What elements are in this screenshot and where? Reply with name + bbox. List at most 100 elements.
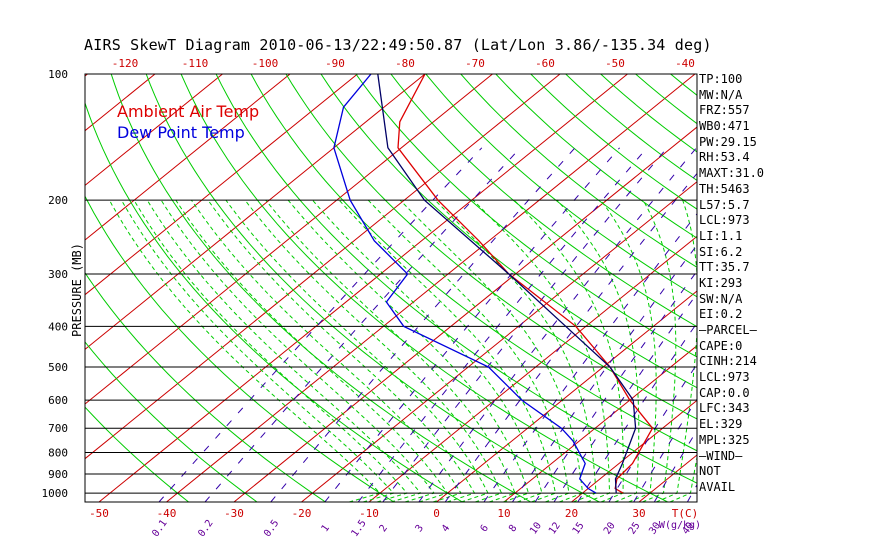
top-temp-tick-label: -60	[535, 57, 555, 70]
isotherm-line	[233, 126, 697, 502]
isotherm-line	[98, 74, 628, 502]
mixing-ratio-tick-label: 4	[440, 523, 452, 534]
moist-adiabat-line	[225, 199, 489, 502]
dry-adiabat-line	[495, 74, 697, 239]
index-item: MPL:325	[699, 432, 750, 447]
dry-adiabat-line	[530, 74, 697, 210]
index-item: TP:100	[699, 72, 743, 86]
dry-adiabat-line	[180, 74, 668, 502]
moist-adiabat-line	[244, 199, 503, 502]
index-item: LI:1.1	[699, 228, 743, 243]
pressure-tick-label: 800	[48, 447, 68, 460]
bottom-temp-tick-label: -20	[292, 507, 312, 520]
dry-adiabat-line	[85, 101, 463, 502]
pressure-tick-label: 100	[48, 68, 68, 81]
dry-adiabat-line	[320, 74, 697, 389]
dew-point-temp-line	[333, 74, 597, 494]
index-item: TH:5463	[699, 181, 750, 196]
mixing-ratio-tick-label: 2	[378, 523, 390, 534]
isotherm-line	[0, 74, 20, 502]
moist-adiabat-line	[556, 199, 640, 502]
moist-adiabat-line	[109, 199, 381, 502]
mixing-ratio-tick-label: 12	[547, 520, 563, 536]
mixing-ratio-line	[270, 147, 576, 502]
mixing-ratio-tick-label: 25	[627, 520, 643, 536]
moist-adiabat-line	[121, 199, 395, 502]
top-temp-tick-label: -110	[182, 57, 209, 70]
isotherm-line	[85, 74, 426, 350]
mixing-ratio-line	[483, 213, 697, 502]
dry-adiabat-line	[85, 195, 395, 502]
skewt-grid	[0, 74, 870, 502]
index-item: LCL:973	[699, 370, 750, 385]
index-item: AVAIL	[699, 479, 736, 494]
mixing-ratio-tick-label: 20	[602, 520, 618, 536]
index-item: —WIND—	[699, 448, 743, 463]
parcel-line	[377, 74, 637, 494]
mixing-ratio-line	[653, 429, 697, 502]
mixing-ratio-line	[204, 147, 521, 502]
mixing-ratio-line	[418, 147, 697, 502]
mixing-ratio-tick-label: 8	[507, 523, 519, 534]
pressure-tick-label: 500	[48, 361, 68, 374]
index-item: EI:0.2	[699, 307, 743, 322]
dry-adiabat-line	[215, 74, 697, 484]
dry-adiabat-line	[250, 74, 697, 452]
mixing-ratio-line	[158, 147, 483, 502]
dry-adiabat-line	[565, 74, 697, 182]
index-item: L57:5.7	[699, 197, 750, 212]
index-item: MW:N/A	[699, 87, 743, 102]
bottom-temp-tick-label: 0	[433, 507, 440, 520]
index-item: EL:329	[699, 417, 743, 432]
dry-adiabat-line	[85, 406, 189, 502]
moist-adiabat-line	[338, 199, 557, 502]
top-temp-tick-label: -50	[605, 57, 625, 70]
mixing-ratio-tick-label: 15	[571, 520, 587, 536]
moist-adiabat-line	[175, 199, 449, 502]
mixing-ratio-line	[553, 292, 697, 502]
pressure-tick-label: 200	[48, 194, 68, 207]
mixing-ratio-tick-label: 6	[479, 523, 491, 534]
dry-adiabat-line	[85, 341, 258, 502]
index-item: CAP:0.0	[699, 385, 750, 400]
index-item: FRZ:557	[699, 103, 750, 118]
plot-frame	[84, 73, 698, 503]
pressure-tick-label: 300	[48, 268, 68, 281]
index-item: MAXT:31.0	[699, 166, 765, 181]
pressure-tick-label: 400	[48, 320, 68, 333]
stability-indices: TP:100 MW:N/A FRZ:557 WB0:471 PW:29.15 RH:53.…	[699, 72, 764, 496]
mixing-ratio-tick-label: 0.2	[196, 518, 215, 539]
mixing-ratio-line	[577, 322, 697, 502]
index-item: —PARCEL—	[699, 323, 757, 337]
moist-adiabat-line	[207, 199, 476, 502]
index-item: RH:53.4	[699, 150, 750, 165]
dry-adiabat-line	[390, 74, 697, 328]
isotherm-line	[436, 290, 697, 502]
mixing-ratio-line	[382, 147, 668, 502]
profile-lines	[333, 74, 654, 494]
legend: Ambient Air Temp Dew Point Temp	[117, 102, 259, 142]
index-item: SI:6.2	[699, 244, 743, 259]
top-temp-tick-label: -40	[675, 57, 695, 70]
mixing-ratio-line	[608, 363, 697, 502]
isotherm-line	[85, 74, 358, 296]
top-temp-tick-label: -70	[465, 57, 485, 70]
dry-adiabat-line	[811, 74, 870, 502]
index-item: TT:35.7	[699, 260, 750, 275]
isotherm-line	[166, 74, 696, 502]
index-item: CINH:214	[699, 354, 757, 369]
mixing-ratio-line	[511, 244, 697, 502]
mixing-ratio-line	[357, 147, 648, 502]
moist-adiabat-line	[472, 199, 610, 502]
pressure-tick-label: 1000	[42, 487, 69, 500]
x-axis-label: T(C)	[672, 507, 699, 520]
isotherm-line	[774, 74, 870, 502]
ambient-air-temp-line	[397, 74, 654, 494]
dry-adiabat-line	[355, 74, 697, 358]
isotherm-line	[571, 399, 697, 502]
index-item: WB0:471	[699, 119, 750, 134]
top-temp-tick-label: -120	[112, 57, 139, 70]
index-item: KI:293	[699, 275, 743, 290]
moist-adiabat-line	[146, 199, 422, 502]
